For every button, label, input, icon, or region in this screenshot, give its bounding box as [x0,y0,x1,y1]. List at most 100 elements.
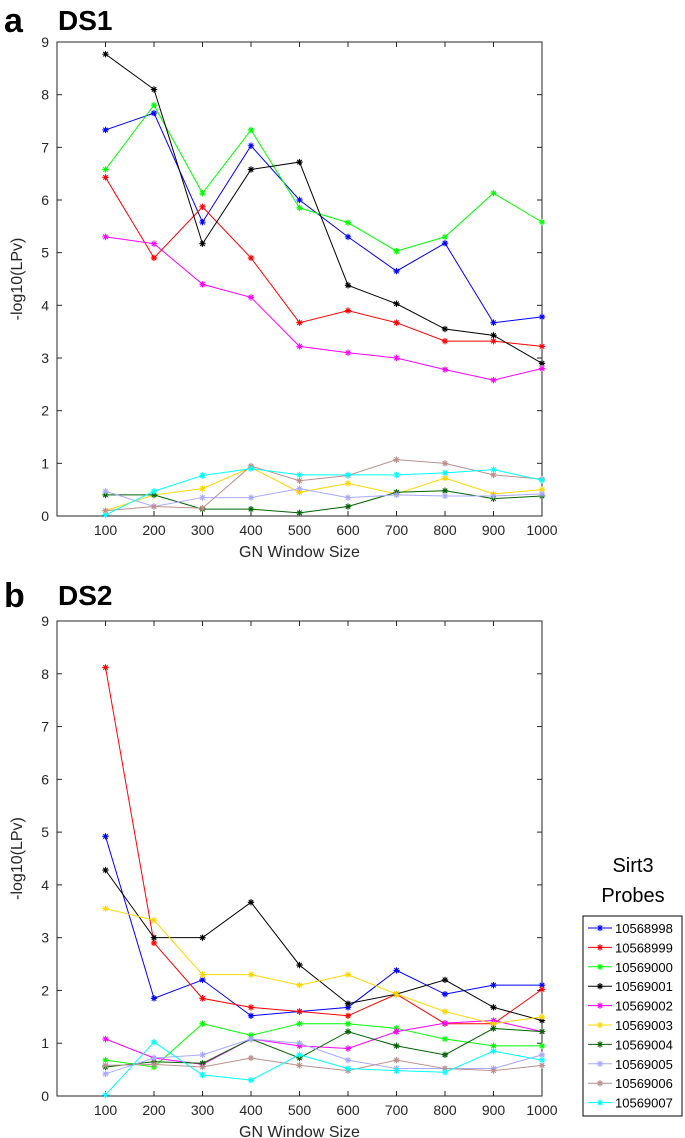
data-point [199,995,206,1002]
legend-label: 10568998 [615,921,673,936]
x-tick-label: 500 [288,522,312,538]
data-point [199,1063,206,1071]
data-point [344,1012,352,1019]
data-point [441,239,449,247]
series-10569004 [102,1025,546,1071]
series-line [105,53,543,364]
data-point [150,488,158,495]
data-point [247,505,255,513]
data-point [344,1065,352,1072]
data-point [393,267,400,275]
x-tick-label: 1000 [526,1102,557,1118]
data-point [150,934,158,941]
data-point [393,967,400,974]
x-tick-label: 500 [288,1102,312,1118]
data-point [296,1020,303,1027]
series-10568999 [102,174,546,350]
data-point [199,240,206,247]
y-tick-label: 5 [41,245,49,261]
x-tick-label: 300 [191,1102,215,1118]
data-point [102,1062,109,1069]
data-point [344,971,352,978]
legend-label: 10569006 [615,1076,673,1091]
data-point [296,204,303,212]
x-tick-label: 900 [482,1102,506,1118]
data-point [538,1013,546,1021]
data-point [393,456,400,463]
legend-item: 10569000 [588,960,673,975]
data-point [199,472,206,479]
panel-b-letter: b [4,577,25,615]
legend-marker [596,1041,604,1048]
data-point [393,300,400,307]
data-point [199,1020,206,1027]
series-line [105,459,543,512]
data-point [247,166,255,173]
data-point [102,507,109,514]
panel-a-title: DS1 [58,5,112,36]
data-point [150,109,158,117]
data-point [441,487,449,494]
data-point [199,976,206,984]
data-point [199,203,206,211]
data-point [150,1061,158,1068]
series-10569005 [102,1035,546,1078]
data-point [441,337,449,345]
data-point [102,511,109,519]
data-point [199,934,206,941]
data-point [490,337,497,345]
series-10568998 [102,833,546,1019]
data-point [102,166,109,173]
data-point [199,189,206,197]
data-point [247,971,255,978]
y-axis-label: -log10(LPv) [9,817,26,900]
data-point [490,1047,497,1055]
series-10569006 [102,456,546,514]
y-tick-label: 6 [41,771,49,787]
legend-marker [596,924,604,932]
x-tick-label: 600 [336,1102,360,1118]
data-point [102,905,109,912]
x-tick-label: 1000 [526,522,557,538]
data-point [441,1035,449,1043]
data-point [296,319,303,326]
y-tick-label: 2 [41,403,49,419]
y-tick-label: 7 [41,719,49,735]
data-point [393,247,400,255]
data-point [247,294,255,301]
data-point [393,471,400,479]
y-tick-label: 5 [41,824,49,840]
data-point [296,509,303,517]
series-line [105,1041,543,1096]
data-point [102,126,109,134]
data-point [296,196,303,204]
data-point [441,469,449,477]
data-point [490,981,497,989]
data-point [538,490,546,498]
data-point [102,50,109,58]
legend-item: 10569007 [588,1096,673,1111]
data-point [102,174,109,181]
data-point [150,995,158,1002]
x-tick-label: 200 [142,522,166,538]
legend-label: 10569005 [615,1057,673,1072]
series-10569004 [102,487,546,517]
x-tick-label: 700 [385,1102,409,1118]
data-point [199,281,206,288]
data-point [247,1035,255,1043]
data-point [150,1054,158,1062]
legend-marker [596,1021,604,1029]
panel-a-letter: a [4,2,24,40]
data-point [393,1056,400,1064]
series-line [105,1027,543,1068]
data-point [150,917,158,924]
legend-marker [596,1080,604,1087]
data-point [150,254,158,262]
data-point [538,1017,546,1024]
legend-marker [596,944,604,951]
data-point [247,254,255,262]
x-tick-label: 600 [336,522,360,538]
data-point [393,491,400,499]
data-point [490,319,497,326]
data-point [538,1051,546,1059]
